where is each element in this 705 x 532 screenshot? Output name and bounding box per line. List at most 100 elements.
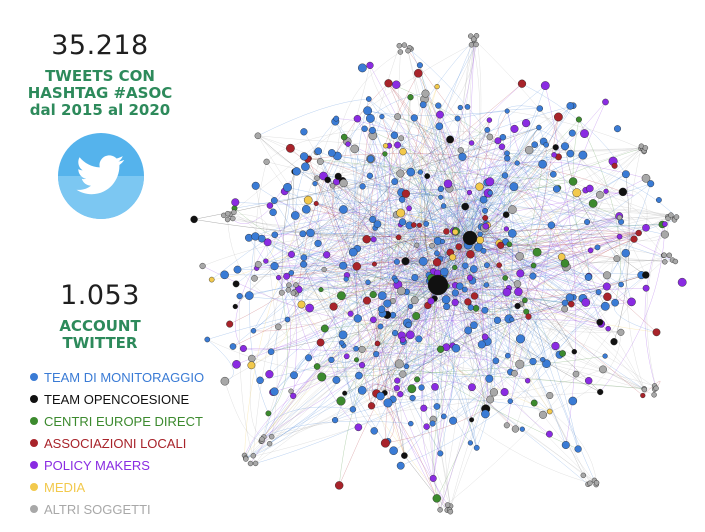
graph-node xyxy=(358,345,366,353)
edge xyxy=(374,114,441,265)
graph-node xyxy=(542,359,551,369)
edge xyxy=(267,211,403,243)
edge xyxy=(439,190,586,510)
edge xyxy=(244,200,309,456)
graph-node xyxy=(466,274,474,281)
edge xyxy=(400,353,563,466)
graph-node xyxy=(655,197,662,203)
edge xyxy=(372,130,515,187)
graph-node xyxy=(233,265,242,274)
accounts-count: 1.053 xyxy=(60,280,140,311)
graph-node xyxy=(641,386,648,393)
edge xyxy=(407,97,457,232)
graph-node xyxy=(454,115,461,122)
edge xyxy=(455,273,646,294)
graph-node xyxy=(247,460,254,467)
edge xyxy=(510,225,552,402)
graph-node xyxy=(270,387,279,396)
edge xyxy=(408,97,441,510)
graph-node xyxy=(230,215,236,222)
graph-node xyxy=(603,188,609,194)
edge xyxy=(377,39,475,225)
edge xyxy=(402,217,486,228)
edge xyxy=(324,305,428,329)
graph-node xyxy=(301,204,311,214)
graph-node xyxy=(339,205,348,214)
graph-node xyxy=(231,209,237,216)
graph-node xyxy=(362,234,371,244)
edge xyxy=(440,108,541,350)
graph-node xyxy=(363,106,373,116)
graph-node xyxy=(408,420,414,427)
legend-item-team-opencoesione: TEAM OPENCOESIONE xyxy=(30,388,230,410)
graph-node xyxy=(399,148,407,156)
graph-node xyxy=(305,303,314,313)
graph-node xyxy=(321,266,327,273)
legend-dot xyxy=(30,417,38,425)
graph-node xyxy=(407,94,414,101)
edge xyxy=(500,203,594,246)
edge xyxy=(257,98,369,137)
graph-node xyxy=(259,436,265,442)
tweets-count: 35.218 xyxy=(51,30,149,61)
edge xyxy=(256,163,543,269)
edge xyxy=(413,224,601,393)
graph-node xyxy=(540,357,546,363)
graph-node xyxy=(522,118,531,128)
graph-node xyxy=(455,243,463,250)
edge xyxy=(387,192,470,304)
edge xyxy=(326,254,397,271)
edge xyxy=(286,232,639,277)
graph-node xyxy=(317,372,327,382)
edge xyxy=(251,237,471,359)
graph-node xyxy=(376,391,385,401)
graph-node xyxy=(585,377,593,385)
edge xyxy=(263,291,508,438)
graph-node xyxy=(610,338,618,346)
graph-node xyxy=(438,194,444,200)
edge xyxy=(469,147,556,239)
graph-node xyxy=(472,304,480,312)
graph-node xyxy=(580,129,589,139)
graph-node xyxy=(433,403,441,410)
edge xyxy=(249,358,264,438)
graph-node xyxy=(379,113,385,120)
edge xyxy=(437,236,620,286)
edge xyxy=(255,185,439,286)
legend-dot xyxy=(30,439,38,447)
graph-node xyxy=(265,410,272,417)
graph-node xyxy=(469,417,475,423)
edge xyxy=(514,232,639,374)
graph-node xyxy=(297,300,306,309)
edge xyxy=(501,146,632,303)
edge xyxy=(245,348,457,459)
edge xyxy=(235,242,268,349)
graph-node xyxy=(355,371,363,380)
graph-node xyxy=(651,392,657,398)
graph-node xyxy=(395,234,402,241)
edge xyxy=(449,355,509,511)
graph-node xyxy=(599,365,607,374)
graph-node xyxy=(286,143,295,153)
edge xyxy=(437,144,535,286)
edge xyxy=(436,237,476,265)
edge xyxy=(410,171,486,409)
edge xyxy=(278,107,461,327)
edge xyxy=(245,284,622,459)
edge xyxy=(232,231,447,347)
edge xyxy=(470,35,647,276)
edge xyxy=(446,232,639,287)
graph-node xyxy=(429,474,437,482)
graph-node xyxy=(353,114,362,123)
edge xyxy=(469,111,512,239)
edge xyxy=(323,175,448,511)
graph-node xyxy=(595,190,604,199)
edge xyxy=(256,237,471,269)
edge xyxy=(385,408,486,444)
graph-node xyxy=(301,162,310,171)
graph-node xyxy=(449,416,458,425)
edge xyxy=(239,296,256,464)
graph-node xyxy=(502,288,512,297)
graph-node xyxy=(357,63,367,73)
edge xyxy=(326,146,503,255)
